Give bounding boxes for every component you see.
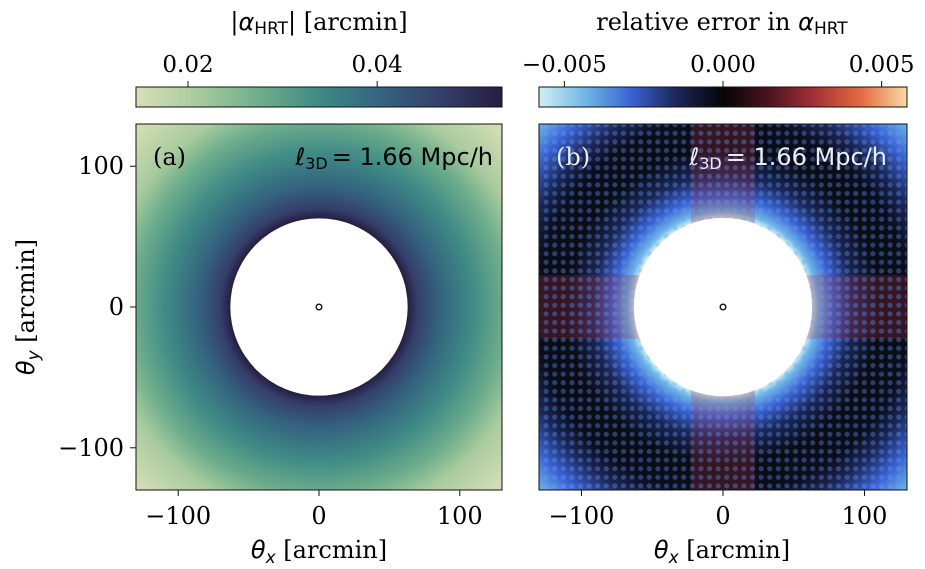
x-tick-label-a: −100 xyxy=(145,502,211,530)
heatmap-a xyxy=(136,124,502,490)
colorbar-a-tick-label: 0.04 xyxy=(352,52,403,78)
colorbar-a-label: |αHRT| [arcmin] xyxy=(230,8,407,39)
colorbar-b-tick-label: 0.000 xyxy=(690,52,756,78)
panel-label-a: (a) xyxy=(153,143,186,171)
colorbar-a: |αHRT| [arcmin] 0.02 0.04 xyxy=(135,8,503,108)
masked-region-a xyxy=(230,218,408,396)
colorbar-b-label: relative error in αHRT xyxy=(596,8,848,39)
heatmap-b xyxy=(539,124,907,490)
x-axis-label-a: θx [arcmin] xyxy=(251,536,387,568)
panel-label-b: (b) xyxy=(556,143,590,171)
x-tick-label-b: −100 xyxy=(549,502,615,530)
colorbar-b-bar xyxy=(538,86,908,108)
colorbar-a-bar xyxy=(135,86,503,108)
y-axis-label-a: θy [arcmin] xyxy=(12,239,44,375)
x-tick-label-a: 0 xyxy=(311,502,326,530)
masked-region-b xyxy=(633,217,813,397)
colorbar-a-tick-label: 0.02 xyxy=(162,52,213,78)
y-tick-label-a: −100 xyxy=(58,434,124,462)
panel-a: |αHRT| [arcmin] 0.02 0.04 −100 0 100 −100 0 1… xyxy=(12,8,503,568)
center-marker-b xyxy=(719,303,727,311)
x-axis-label-b: θx [arcmin] xyxy=(654,536,790,568)
colorbar-b-tick-label: −0.005 xyxy=(522,52,607,78)
annotation-b: ℓ3D = 1.66 Mpc/h xyxy=(688,143,887,173)
x-tick-label-b: 0 xyxy=(715,502,730,530)
y-tick-label-a: 100 xyxy=(78,152,124,180)
panel-b: relative error in αHRT −0.005 0.000 0.005 … xyxy=(522,8,915,568)
colorbar-b-tick-label: 0.005 xyxy=(849,52,915,78)
x-tick-label-a: 100 xyxy=(437,502,483,530)
center-marker-a xyxy=(315,303,323,311)
y-tick-label-a: 0 xyxy=(109,293,124,321)
colorbar-b: relative error in αHRT −0.005 0.000 0.005 xyxy=(522,8,915,108)
annotation-a: ℓ3D = 1.66 Mpc/h xyxy=(294,143,493,173)
x-tick-label-b: 100 xyxy=(842,502,888,530)
